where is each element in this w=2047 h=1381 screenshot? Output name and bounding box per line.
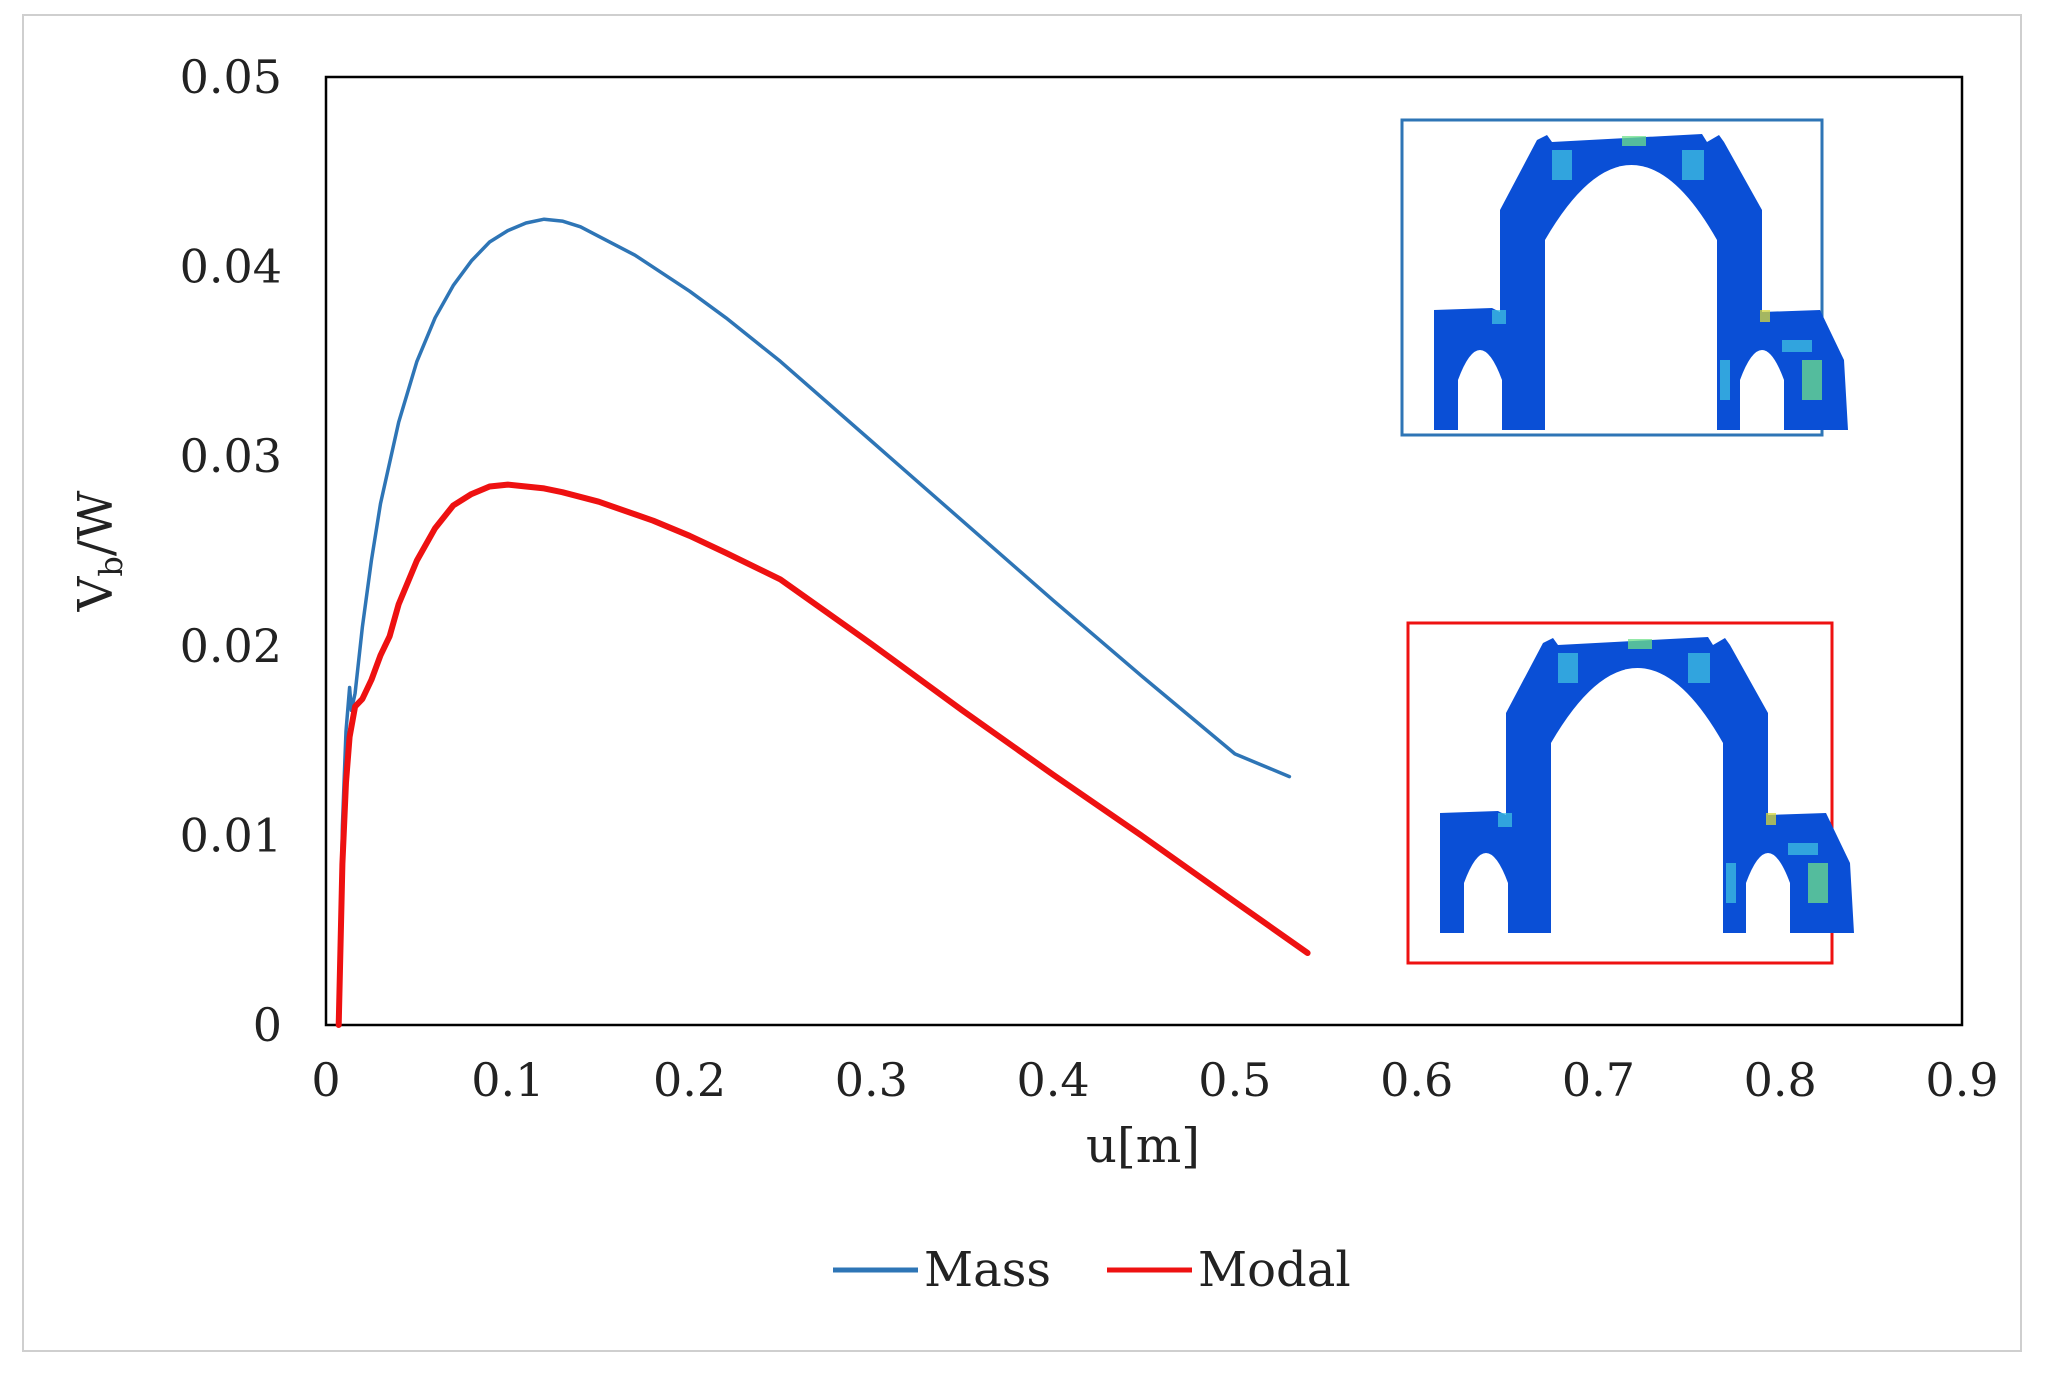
inset-modal-stress-patch bbox=[1628, 639, 1652, 649]
inset-mass-stress-patch bbox=[1552, 150, 1572, 180]
inset-modal-stress-patch bbox=[1788, 843, 1818, 855]
inset-mass-stress-patch bbox=[1682, 150, 1704, 180]
y-tick-label: 0.05 bbox=[180, 50, 282, 104]
x-axis-label: u[m] bbox=[1086, 1118, 1200, 1174]
legend-mass-label: Mass bbox=[924, 1242, 1051, 1298]
legend-modal-label: Modal bbox=[1198, 1242, 1351, 1298]
inset-mass bbox=[1400, 118, 1848, 437]
series-line-mass bbox=[336, 217, 1292, 1027]
series-line-modal bbox=[335, 481, 1311, 1028]
inset-modal-stress-patch bbox=[1688, 653, 1710, 683]
y-axis-label: Vb/W bbox=[68, 490, 130, 612]
inset-modal bbox=[1406, 621, 1854, 965]
x-tick-label: 0.4 bbox=[1017, 1053, 1090, 1107]
y-tick-label: 0.02 bbox=[180, 619, 282, 673]
inset-modal-left-opening bbox=[1464, 853, 1508, 933]
y-tick-label: 0.01 bbox=[180, 808, 282, 862]
x-tick-label: 0.2 bbox=[653, 1053, 726, 1107]
y-tick-label: 0 bbox=[253, 998, 282, 1052]
inset-mass-stress-patch bbox=[1802, 360, 1822, 400]
series-layer bbox=[335, 217, 1311, 1028]
inset-modal-stress-patch bbox=[1498, 813, 1512, 827]
y-tick-label: 0.04 bbox=[180, 240, 282, 294]
inset-modal-stress-patch bbox=[1766, 813, 1776, 825]
inset-mass-left-opening bbox=[1458, 350, 1502, 430]
inset-modal-stress-patch bbox=[1558, 653, 1578, 683]
inset-modal-stress-patch bbox=[1726, 863, 1736, 903]
x-tick-label: 0.1 bbox=[471, 1053, 544, 1107]
x-tick-label: 0 bbox=[311, 1053, 340, 1107]
legend: Mass Modal bbox=[833, 1242, 1351, 1298]
inset-mass-right-opening bbox=[1740, 350, 1784, 430]
tick-labels: 0 0.1 0.2 0.3 0.4 0.5 0.6 0.7 0.8 0.9 0 0.01 0.02 0.0… bbox=[180, 50, 1999, 1107]
y-axis-label-subscript: b bbox=[92, 556, 130, 576]
inset-mass-main-arch-opening bbox=[1545, 165, 1717, 430]
x-tick-label: 0.8 bbox=[1744, 1053, 1817, 1107]
inset-mass-stress-patch bbox=[1760, 310, 1770, 322]
chart-frame bbox=[22, 14, 2022, 1352]
x-tick-label: 0.9 bbox=[1925, 1053, 1998, 1107]
x-tick-label: 0.3 bbox=[835, 1053, 908, 1107]
x-tick-label: 0.5 bbox=[1198, 1053, 1271, 1107]
inset-images bbox=[1400, 118, 1854, 965]
inset-mass-stress-patch bbox=[1622, 136, 1646, 146]
y-tick-label: 0.03 bbox=[180, 429, 282, 483]
inset-modal-right-opening bbox=[1746, 853, 1790, 933]
inset-mass-stress-patch bbox=[1782, 340, 1812, 352]
x-tick-label: 0.6 bbox=[1380, 1053, 1453, 1107]
y-axis-label-rest: /W bbox=[68, 490, 124, 556]
inset-mass-stress-patch bbox=[1492, 310, 1506, 324]
x-tick-label: 0.7 bbox=[1562, 1053, 1635, 1107]
inset-mass-stress-patch bbox=[1720, 360, 1730, 400]
inset-modal-main-arch-opening bbox=[1551, 668, 1723, 933]
y-axis-label-base: V bbox=[68, 575, 124, 612]
inset-modal-stress-patch bbox=[1808, 863, 1828, 903]
